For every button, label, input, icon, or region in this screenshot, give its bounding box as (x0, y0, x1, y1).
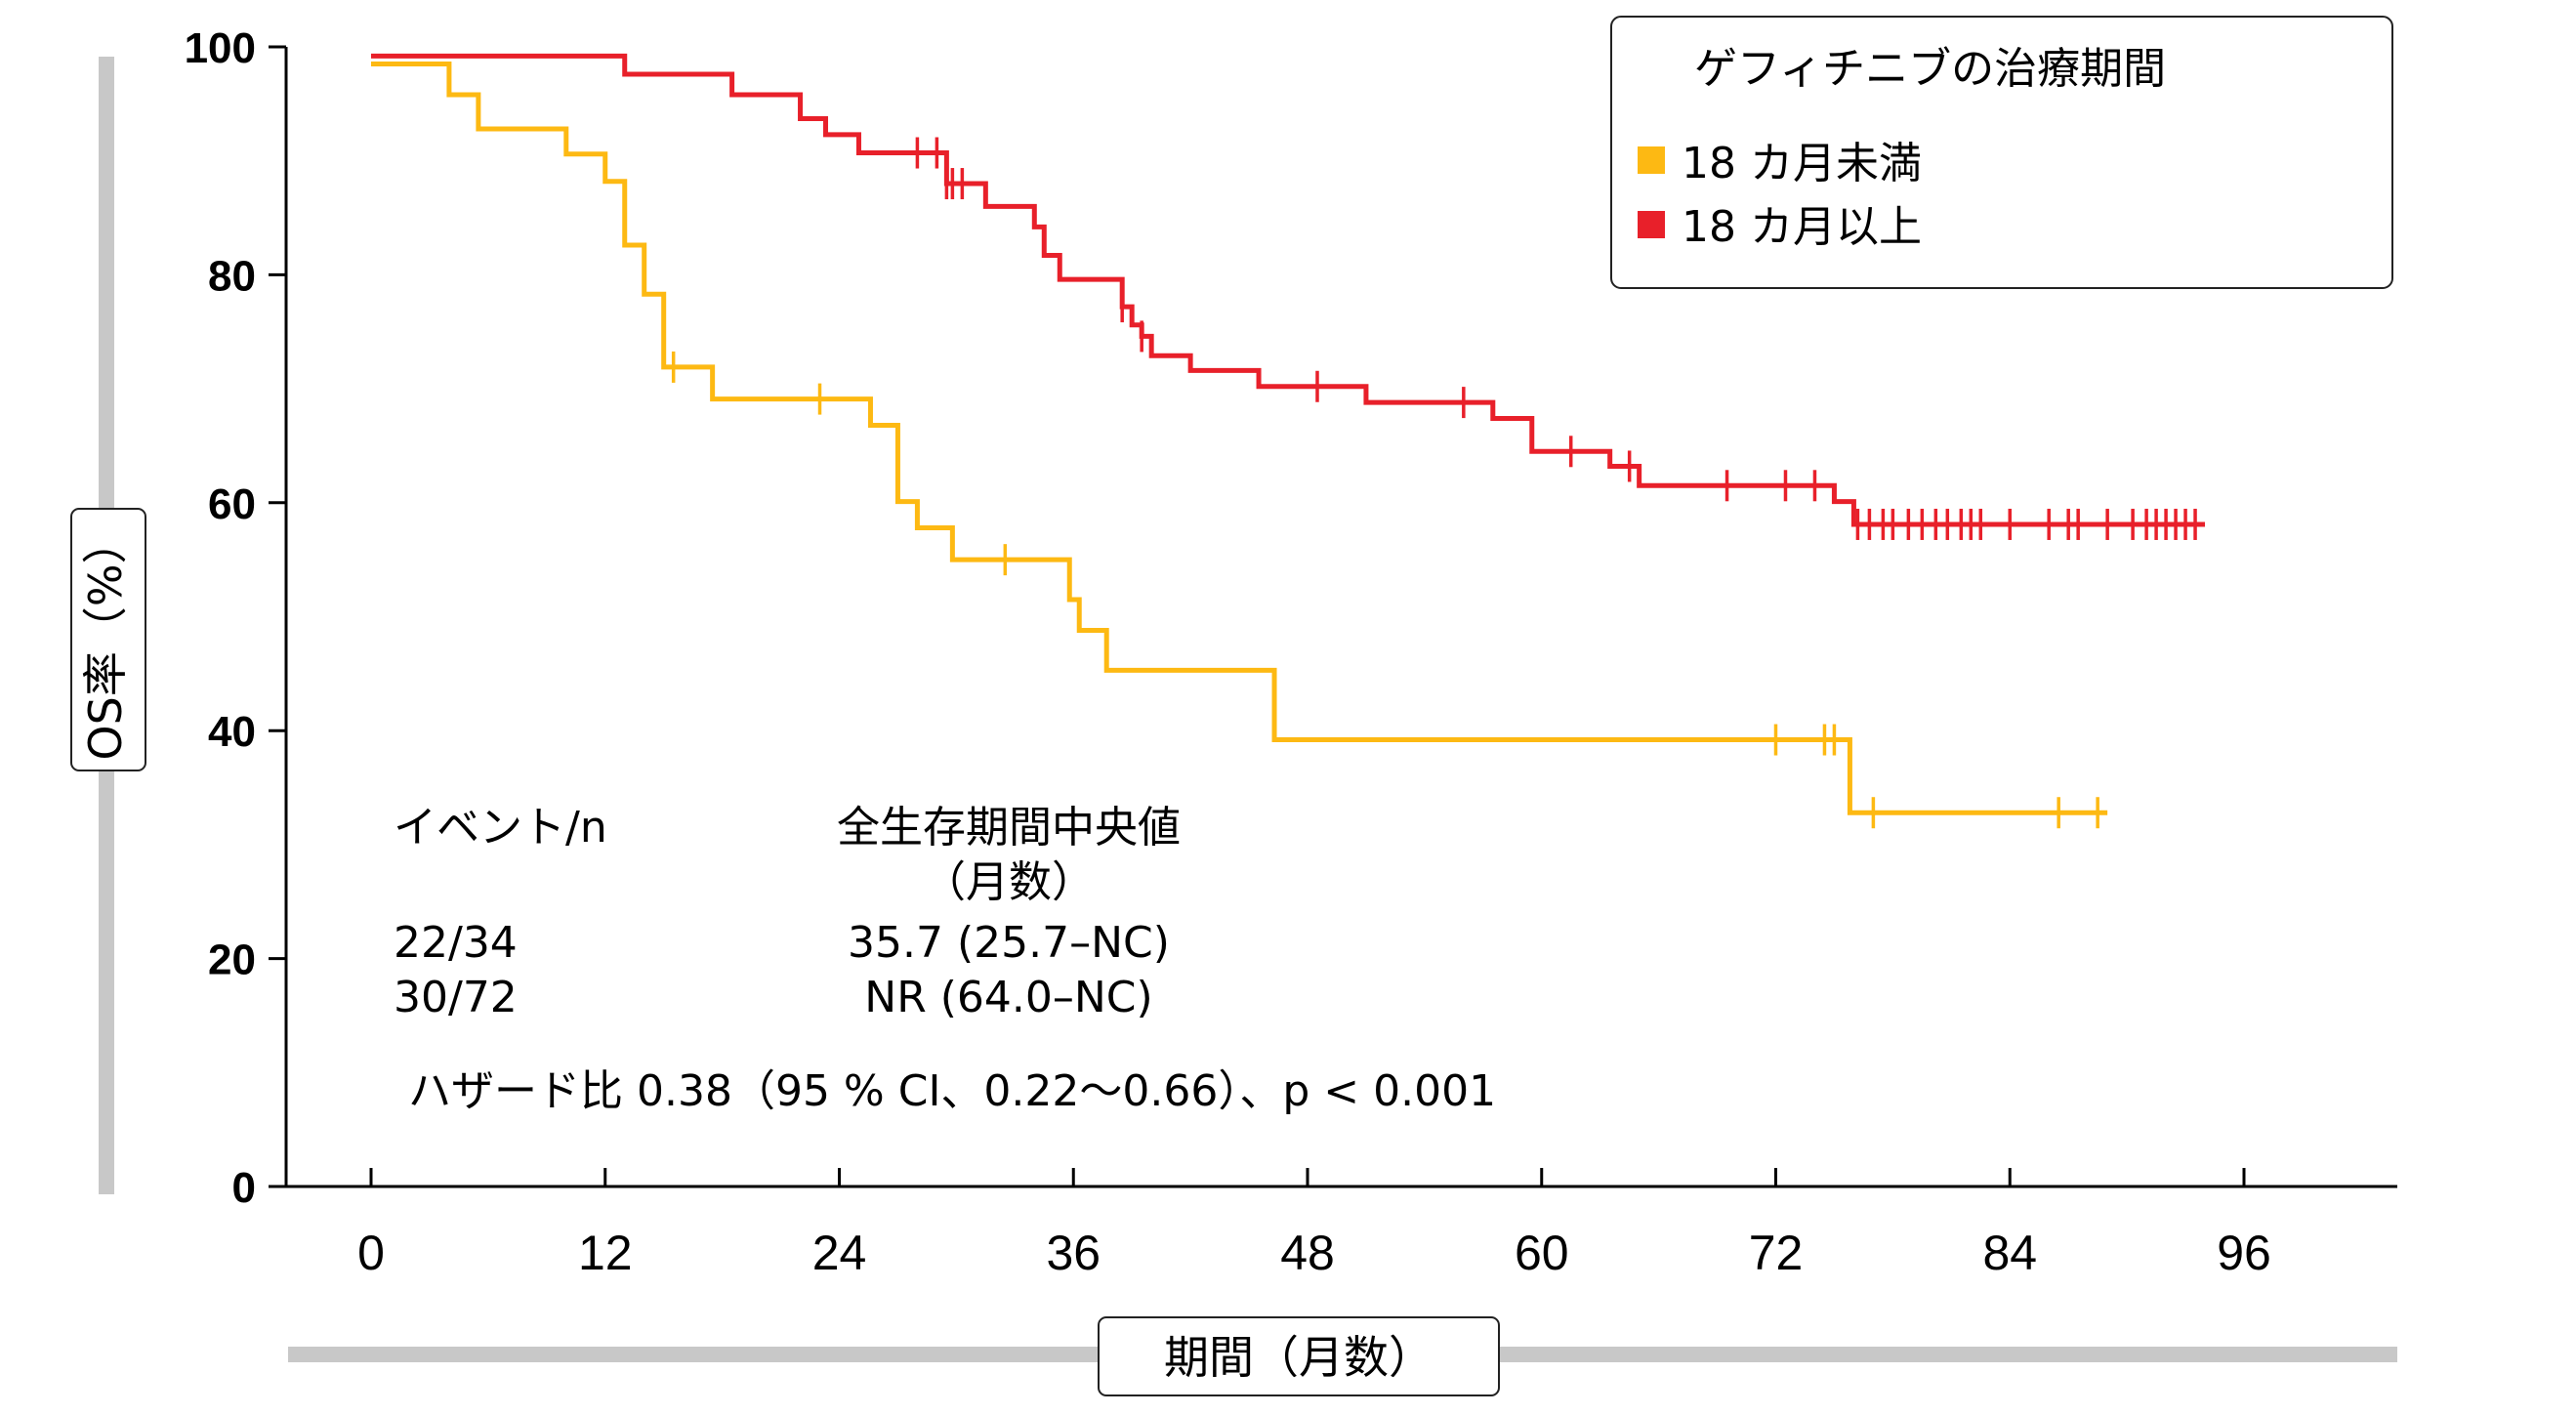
x-tick-label: 24 (812, 1226, 867, 1280)
x-tick-label: 48 (1280, 1226, 1335, 1280)
series-line-2 (371, 53, 2206, 527)
events-row-1: 22/34 (394, 918, 518, 968)
x-tick-label: 0 (357, 1226, 385, 1280)
y-tick-label: 0 (232, 1164, 256, 1212)
legend: ゲフィチニブの治療期間 18 カ月未満 18 カ月以上 (1610, 16, 2393, 289)
events-row-2: 30/72 (394, 973, 518, 1022)
x-tick-label: 84 (1982, 1226, 2037, 1280)
annotation-block: イベント/n 全生存期間中央値 （月数） 22/34 35.7 (25.7–NC… (394, 803, 1496, 1116)
legend-swatch-lt18 (1638, 146, 1665, 174)
x-ticks: 0 12 24 36 48 60 72 84 96 (357, 1168, 2271, 1280)
median-header-unit: （月数） (923, 857, 1095, 907)
legend-title: ゲフィチニブの治療期間 (1694, 44, 2166, 94)
series-layer (371, 53, 2206, 829)
x-axis-title: 期間（月数） (1098, 1316, 1500, 1396)
event-header: イベント/n (394, 803, 607, 853)
y-tick-label: 100 (185, 24, 256, 72)
median-row-1: 35.7 (25.7–NC) (848, 918, 1170, 968)
x-tick-label: 12 (578, 1226, 633, 1280)
y-axis-title-text: OS率（%） (79, 519, 132, 760)
legend-label-lt18: 18 カ月未満 (1682, 139, 1922, 188)
legend-label-ge18: 18 カ月以上 (1682, 202, 1922, 252)
median-header: 全生存期間中央値 (837, 803, 1181, 853)
x-axis-title-text: 期間（月数） (1164, 1331, 1433, 1384)
y-axis-title: OS率（%） (70, 508, 146, 771)
x-tick-label: 60 (1515, 1226, 1569, 1280)
y-ticks: 0 20 40 60 80 100 (185, 24, 286, 1212)
x-tick-label: 72 (1749, 1226, 1804, 1280)
median-row-2: NR (64.0–NC) (864, 973, 1152, 1022)
series-line-1 (371, 62, 2108, 815)
y-tick-label: 80 (208, 252, 256, 300)
x-tick-label: 96 (2217, 1226, 2271, 1280)
legend-swatch-ge18 (1638, 211, 1665, 238)
hazard-ratio: ハザード比 0.38（95 % CI、0.22〜0.66）、p < 0.001 (408, 1066, 1496, 1116)
x-tick-label: 36 (1046, 1226, 1101, 1280)
y-tick-label: 20 (208, 936, 256, 984)
y-tick-label: 60 (208, 480, 256, 528)
y-tick-label: 40 (208, 708, 256, 756)
